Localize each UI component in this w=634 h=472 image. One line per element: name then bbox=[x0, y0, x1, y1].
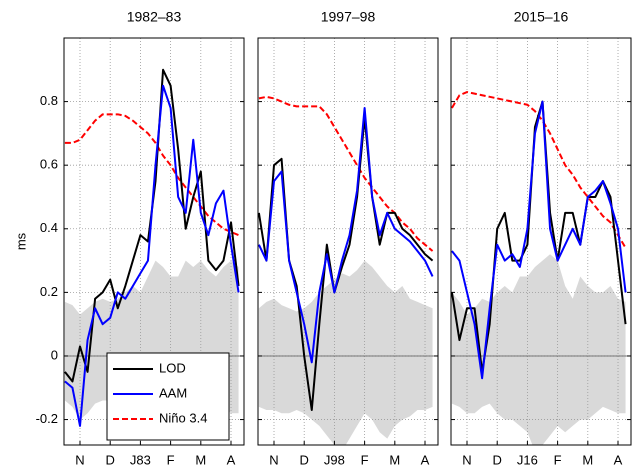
x-tick-label: N bbox=[462, 452, 471, 467]
y-tick-label: 0.2 bbox=[40, 284, 58, 299]
panel-title: 2015–16 bbox=[514, 9, 569, 25]
x-tick-label: M bbox=[582, 452, 593, 467]
legend: LOD AAM Niño 3.4 bbox=[106, 352, 230, 441]
x-tick-label: A bbox=[614, 452, 623, 467]
x-tick-label: N bbox=[75, 452, 84, 467]
shaded-band bbox=[451, 254, 626, 445]
legend-label: Niño 3.4 bbox=[159, 410, 207, 425]
plot-content bbox=[451, 38, 631, 445]
x-tick-label: D bbox=[300, 452, 309, 467]
panel-title: 1997–98 bbox=[321, 9, 376, 25]
series-line bbox=[64, 84, 240, 427]
y-tick-label: -0.2 bbox=[36, 411, 58, 426]
panel: N D J83 F M A -0.2 0 0.2 0.4 0.6 0.8 1982–83 ms LOD AAM… bbox=[13, 9, 245, 467]
x-tick-label: D bbox=[493, 452, 502, 467]
x-tick-label: A bbox=[421, 452, 430, 467]
y-axis-label: ms bbox=[13, 232, 28, 250]
y-tick-label: 0.8 bbox=[40, 93, 58, 108]
plot-content bbox=[258, 38, 438, 445]
x-tick-label: J16 bbox=[517, 452, 538, 467]
series-line bbox=[451, 100, 627, 380]
x-tick-label: J83 bbox=[130, 452, 151, 467]
x-tick-label: J98 bbox=[324, 452, 345, 467]
series-line bbox=[258, 95, 434, 252]
x-tick-label: D bbox=[106, 452, 115, 467]
panel-title: 1982–83 bbox=[127, 9, 182, 25]
x-tick-label: F bbox=[554, 452, 562, 467]
x-tick-label: F bbox=[361, 452, 369, 467]
plot-frame bbox=[257, 37, 439, 446]
shaded-band bbox=[258, 260, 433, 445]
x-tick-label: A bbox=[227, 452, 236, 467]
legend-label: LOD bbox=[159, 360, 186, 375]
series-line bbox=[258, 106, 434, 364]
legend-label: AAM bbox=[159, 385, 187, 400]
x-tick-label: F bbox=[167, 452, 175, 467]
x-tick-label: M bbox=[195, 452, 206, 467]
legend-box bbox=[106, 352, 230, 441]
x-tick-label: M bbox=[389, 452, 400, 467]
x-tick-label: N bbox=[269, 452, 278, 467]
y-tick-label: 0.6 bbox=[40, 157, 58, 172]
plot-frame bbox=[63, 37, 245, 446]
y-tick-label: 0.4 bbox=[40, 220, 58, 235]
plot-frame bbox=[450, 37, 632, 446]
panel: N D J98 F M A 1997–98 bbox=[257, 9, 439, 467]
panel: N D J16 F M A 2015–16 bbox=[450, 9, 632, 467]
series-line bbox=[64, 113, 239, 237]
y-tick-label: 0 bbox=[51, 347, 58, 362]
